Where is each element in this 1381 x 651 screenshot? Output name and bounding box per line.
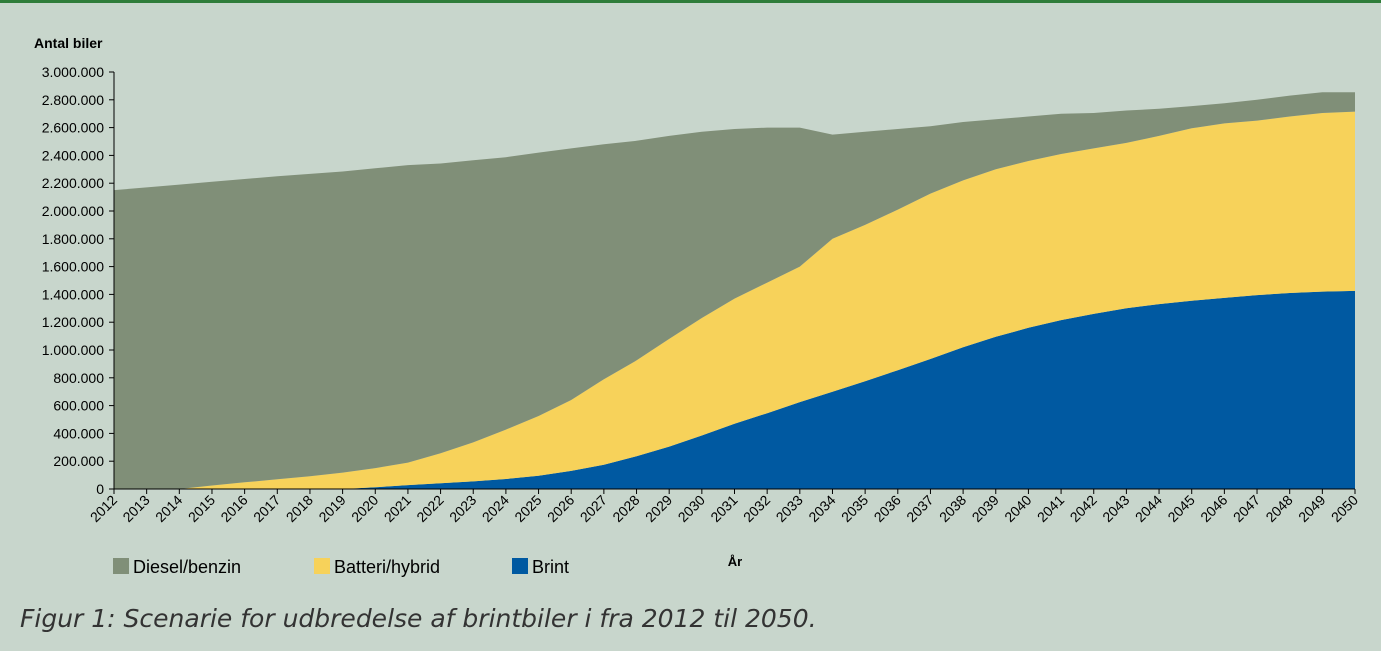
y-tick-label: 1.000.000 [42,342,104,358]
legend-label: Batteri/hybrid [334,557,440,577]
x-tick-label: 2029 [642,492,675,525]
figure-caption: Figur 1: Scenarie for udbredelse af brin… [20,604,817,633]
x-tick-label: 2035 [838,492,871,525]
x-tick-label: 2039 [969,492,1002,525]
x-tick-label: 2030 [675,492,708,525]
x-tick-label: 2049 [1295,492,1328,525]
x-tick-label: 2028 [609,492,642,525]
x-tick-labels: 2012 2013 2014 2015 2016 2017 2018 2019 2020 2021… [87,492,1361,525]
y-axis-title: Antal biler [34,35,103,51]
x-tick-label: 2031 [707,492,740,525]
x-tick-label: 2033 [773,492,806,525]
y-tick-labels: 0 200.000 400.000 600.000 800.000 1.000.000 1.… [42,64,105,497]
top-rule [0,0,1381,3]
x-tick-label: 2038 [936,492,969,525]
x-tick-label: 2016 [217,492,250,525]
y-tick-label: 1.800.000 [42,231,104,247]
x-tick-label: 2032 [740,492,773,525]
area-diesel-benzin [114,92,1355,489]
x-tick-label: 2050 [1328,492,1361,525]
x-tick-label: 2044 [1132,492,1165,525]
y-tick-label: 1.400.000 [42,286,104,302]
legend-swatch [314,558,330,574]
x-tick-label: 2040 [1001,492,1034,525]
x-tick-label: 2034 [805,492,838,525]
area-chart: Antal biler 0 200.000 400.000 600.000 800.00… [34,35,1361,577]
x-tick-label: 2019 [315,492,348,525]
area-batteri-hybrid [114,111,1355,489]
x-tick-label: 2018 [283,492,316,525]
x-tick-label: 2023 [446,492,479,525]
y-tick-label: 400.000 [53,425,104,441]
y-tick-label: 800.000 [53,370,104,386]
x-tick-label: 2014 [152,492,185,525]
area-brint [114,290,1355,489]
x-tick-label: 2045 [1164,492,1197,525]
x-tick-label: 2013 [119,492,152,525]
x-tick-label: 2020 [348,492,381,525]
x-tick-label: 2026 [544,492,577,525]
y-tick-label: 2.800.000 [42,92,104,108]
y-tick-label: 2.200.000 [42,175,104,191]
x-tick-label: 2021 [381,492,414,525]
x-tick-label: 2036 [871,492,904,525]
legend-label: Brint [532,557,569,577]
x-tick-label: 2041 [1034,492,1067,525]
y-tick-label: 3.000.000 [42,64,104,80]
y-tick-label: 1.200.000 [42,314,104,330]
x-tick-label: 2047 [1230,492,1263,525]
x-tick-label: 2048 [1262,492,1295,525]
x-tick-label: 2012 [87,492,120,525]
y-tick-label: 0 [96,481,104,497]
y-tick-label: 1.600.000 [42,259,104,275]
x-tick-label: 2027 [577,492,610,525]
x-tick-label: 2017 [250,492,283,525]
chart-areas [114,92,1355,489]
legend: Diesel/benzin Batteri/hybrid Brint [113,557,569,577]
legend-swatch [113,558,129,574]
x-tick-label: 2042 [1067,492,1100,525]
x-axis-title: År [728,554,742,569]
y-tick-label: 600.000 [53,398,104,414]
y-tick-label: 2.400.000 [42,147,104,163]
legend-swatch [512,558,528,574]
x-tick-label: 2024 [479,492,512,525]
legend-label: Diesel/benzin [133,557,241,577]
x-tick-label: 2046 [1197,492,1230,525]
y-tick-label: 2.600.000 [42,120,104,136]
x-tick-label: 2022 [413,492,446,525]
chart-axes [109,71,1356,494]
y-tick-label: 2.000.000 [42,203,104,219]
x-tick-label: 2015 [185,492,218,525]
y-tick-label: 200.000 [53,453,104,469]
x-tick-label: 2043 [1099,492,1132,525]
x-tick-label: 2025 [511,492,544,525]
x-tick-label: 2037 [903,492,936,525]
